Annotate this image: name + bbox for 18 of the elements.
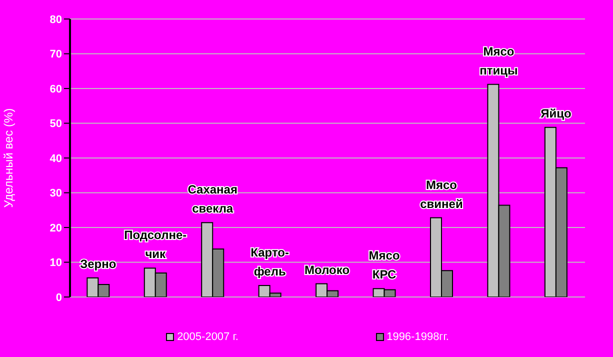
y-tick-label: 0 [56, 292, 62, 304]
y-tick-label: 40 [50, 152, 62, 165]
y-tick-label: 30 [50, 188, 62, 200]
x-tick-label: Подсолне- чик [124, 228, 187, 262]
x-tick-label: Мясо свиней [420, 178, 463, 211]
y-tick-label: 10 [50, 257, 62, 270]
legend-label: 2005-2007 г. [176, 331, 238, 343]
x-tick-label: Яйцо [540, 106, 572, 120]
legend-label: 1996-1998гг. [386, 331, 449, 343]
y-tick-label: 80 [50, 14, 62, 26]
y-tick-label: 20 [50, 222, 62, 234]
x-tick-label: Молоко [304, 262, 350, 277]
y-tick-label: 50 [50, 118, 62, 130]
y-tick-label: 70 [50, 48, 62, 61]
x-tick-label: Мясо КРС [368, 248, 400, 282]
x-tick-label: Карто- фель [250, 246, 290, 279]
y-axis-title: Удельный вес (%) [1, 108, 16, 208]
y-tick-label: 60 [50, 83, 62, 96]
